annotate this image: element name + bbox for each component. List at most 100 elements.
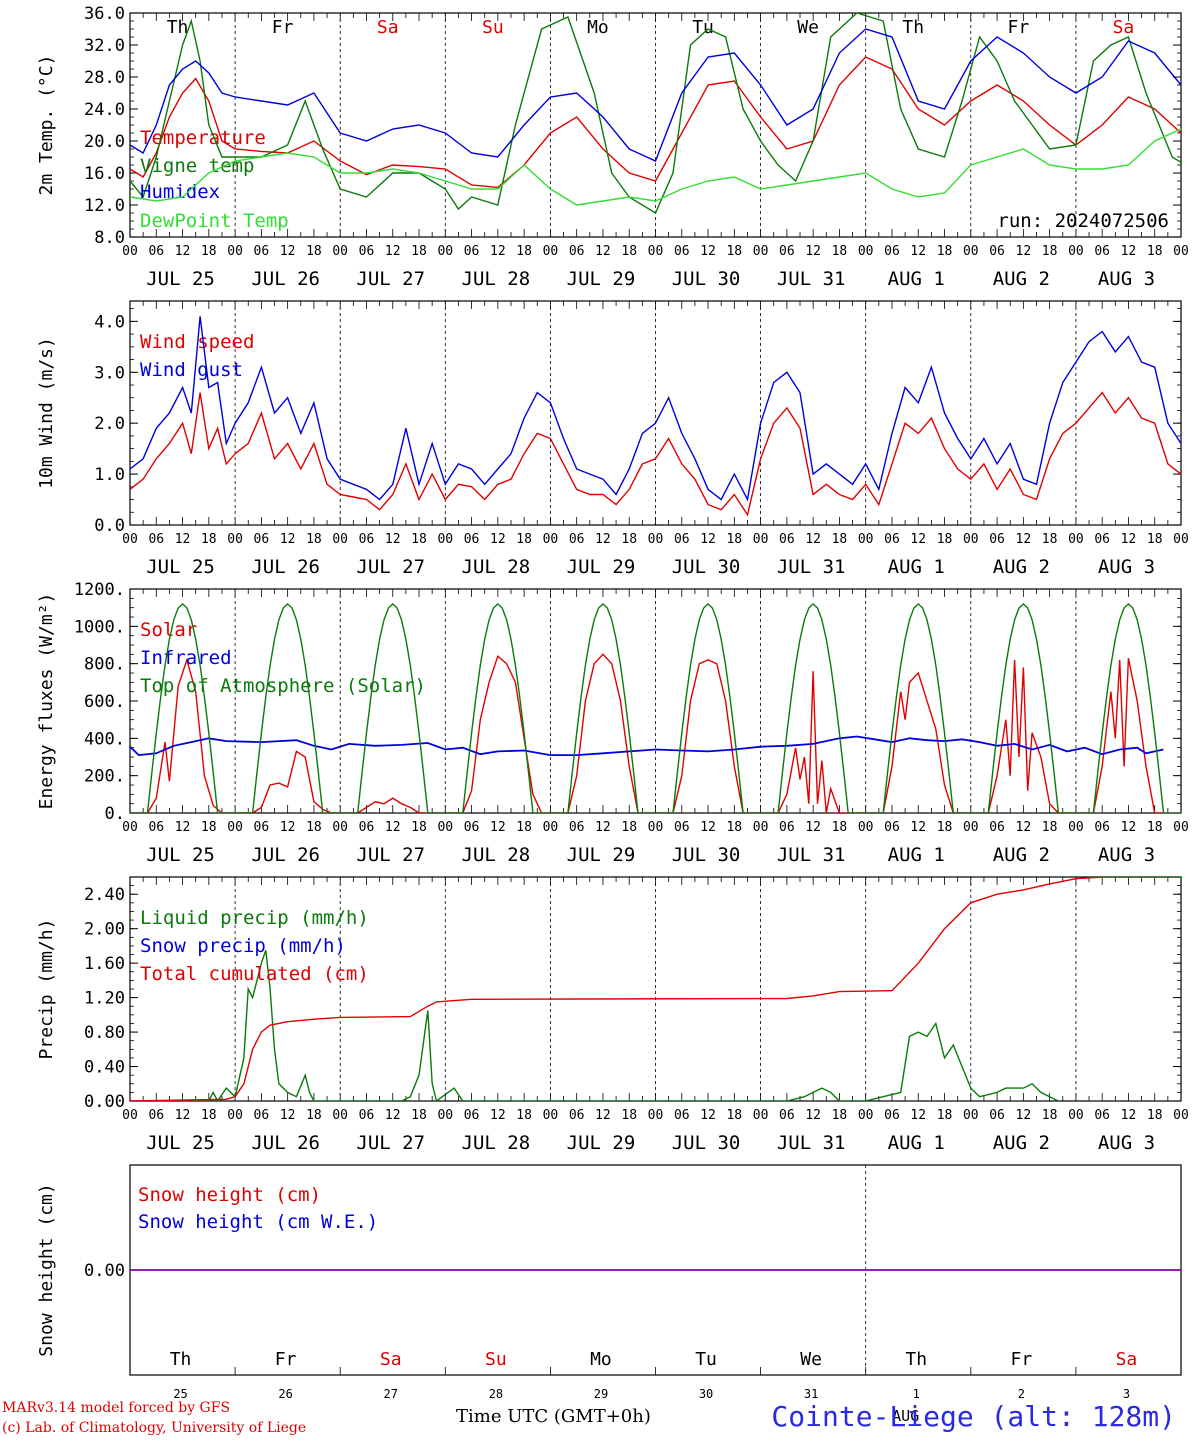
wind-hour-label: 12 — [280, 532, 296, 547]
precip-hour-label: 06 — [569, 1108, 585, 1123]
precip-hour-label: 00 — [1173, 1108, 1189, 1123]
wind-hour-label: 06 — [779, 532, 795, 547]
precip-date-label: AUG 3 — [1098, 1132, 1155, 1154]
precip-legend-2: Total cumulated (cm) — [140, 963, 369, 985]
temperature-hour-label: 00 — [753, 244, 769, 259]
precip-date-label: JUL 25 — [146, 1132, 215, 1154]
precip-legend-1: Snow precip (mm/h) — [140, 935, 346, 957]
temperature-y-tick-label: 24.0 — [84, 100, 125, 120]
temperature-date-label: JUL 25 — [146, 268, 215, 290]
wind-hour-label: 12 — [595, 532, 611, 547]
precip-hour-label: 18 — [832, 1108, 848, 1123]
energy-hour-label: 18 — [1042, 820, 1058, 835]
snow-weekday-label: Sa — [1116, 1349, 1138, 1370]
snow-weekday-label: Tu — [695, 1349, 717, 1370]
weekday-label: We — [797, 17, 819, 38]
weekday-label: Su — [482, 17, 504, 38]
temperature-hour-label: 06 — [464, 244, 480, 259]
precip-y-tick-label: 1.60 — [84, 954, 125, 974]
precip-y-tick-label: 0.80 — [84, 1023, 125, 1043]
wind-hour-label: 12 — [385, 532, 401, 547]
temperature-hour-label: 18 — [832, 244, 848, 259]
energy-y-tick-label: 800. — [84, 655, 125, 675]
snow-day-number: 25 — [173, 1387, 187, 1401]
wind-date-label: JUL 27 — [356, 556, 425, 578]
snow-day-number: 1 — [913, 1387, 920, 1401]
temperature-y-tick-label: 16.0 — [84, 164, 125, 184]
temperature-hour-label: 06 — [884, 244, 900, 259]
temperature-hour-label: 18 — [621, 244, 637, 259]
wind-y-tick-label: 1.0 — [94, 465, 125, 485]
wind-hour-label: 12 — [490, 532, 506, 547]
wind-hour-label: 00 — [437, 532, 453, 547]
temperature-hour-label: 06 — [1094, 244, 1110, 259]
energy-hour-label: 00 — [1068, 820, 1084, 835]
temperature-y-tick-label: 32.0 — [84, 36, 125, 56]
precip-hour-label: 06 — [254, 1108, 270, 1123]
precip-hour-label: 12 — [1121, 1108, 1137, 1123]
temperature-date-label: JUL 28 — [462, 268, 531, 290]
temperature-hour-label: 12 — [805, 244, 821, 259]
wind-y-axis-label: 10m Wind (m/s) — [36, 337, 57, 489]
energy-hour-label: 12 — [595, 820, 611, 835]
wind-hour-label: 00 — [122, 532, 138, 547]
temperature-y-tick-label: 20.0 — [84, 132, 125, 152]
temperature-frame — [129, 12, 1182, 238]
energy-date-label: JUL 29 — [567, 844, 636, 866]
precip-hour-label: 12 — [280, 1108, 296, 1123]
snow-y-axis-label: Snow height (cm) — [36, 1183, 57, 1356]
energy-hour-label: 18 — [937, 820, 953, 835]
energy-hour-label: 12 — [1016, 820, 1032, 835]
model-credit: MARv3.14 model forced by GFS — [2, 1400, 231, 1416]
wind-series-0-line — [130, 391, 1181, 517]
temperature-hour-label: 06 — [989, 244, 1005, 259]
energy-hour-label: 00 — [753, 820, 769, 835]
temperature-hour-label: 18 — [726, 244, 742, 259]
temperature-hour-label: 00 — [858, 244, 874, 259]
precip-series-2-line — [130, 877, 1181, 1101]
energy-series-0-line — [130, 653, 1164, 813]
wind-hour-label: 18 — [832, 532, 848, 547]
temperature-hour-label: 00 — [648, 244, 664, 259]
temperature-hour-label: 18 — [411, 244, 427, 259]
snow-y-tick-label: 0.00 — [84, 1261, 125, 1281]
energy-hour-label: 12 — [700, 820, 716, 835]
wind-hour-label: 06 — [148, 532, 164, 547]
wind-hour-label: 18 — [1042, 532, 1058, 547]
wind-hour-label: 00 — [543, 532, 559, 547]
precip-hour-label: 18 — [621, 1108, 637, 1123]
time-axis-title: Time UTC (GMT+0h) — [456, 1406, 651, 1427]
temperature-y-tick-label: 12.0 — [84, 196, 125, 216]
wind-hour-label: 18 — [306, 532, 322, 547]
precip-hour-label: 18 — [1147, 1108, 1163, 1123]
energy-hour-label: 00 — [332, 820, 348, 835]
wind-hour-label: 00 — [753, 532, 769, 547]
energy-date-label: JUL 25 — [146, 844, 215, 866]
energy-hour-label: 18 — [726, 820, 742, 835]
wind-date-label: AUG 3 — [1098, 556, 1155, 578]
energy-hour-label: 06 — [1094, 820, 1110, 835]
wind-hour-label: 06 — [359, 532, 375, 547]
temperature-hour-label: 00 — [1173, 244, 1189, 259]
energy-hour-label: 00 — [543, 820, 559, 835]
temperature-hour-label: 12 — [1016, 244, 1032, 259]
precip-hour-label: 18 — [306, 1108, 322, 1123]
wind-hour-label: 00 — [1068, 532, 1084, 547]
wind-date-label: JUL 29 — [567, 556, 636, 578]
precip-hour-label: 00 — [753, 1108, 769, 1123]
precip-hour-label: 12 — [805, 1108, 821, 1123]
temperature-hour-label: 00 — [437, 244, 453, 259]
lab-credit: (c) Lab. of Climatology, University of L… — [2, 1420, 307, 1436]
energy-hour-label: 06 — [359, 820, 375, 835]
wind-hour-label: 18 — [621, 532, 637, 547]
temperature-hour-label: 12 — [490, 244, 506, 259]
weekday-label: Tu — [692, 17, 714, 38]
temperature-hour-label: 18 — [1147, 244, 1163, 259]
precip-hour-label: 06 — [674, 1108, 690, 1123]
energy-hour-label: 06 — [569, 820, 585, 835]
weekday-label: Fr — [272, 17, 294, 38]
precip-y-tick-label: 0.40 — [84, 1058, 125, 1078]
energy-date-label: AUG 3 — [1098, 844, 1155, 866]
precip-hour-label: 00 — [227, 1108, 243, 1123]
energy-hour-label: 12 — [280, 820, 296, 835]
